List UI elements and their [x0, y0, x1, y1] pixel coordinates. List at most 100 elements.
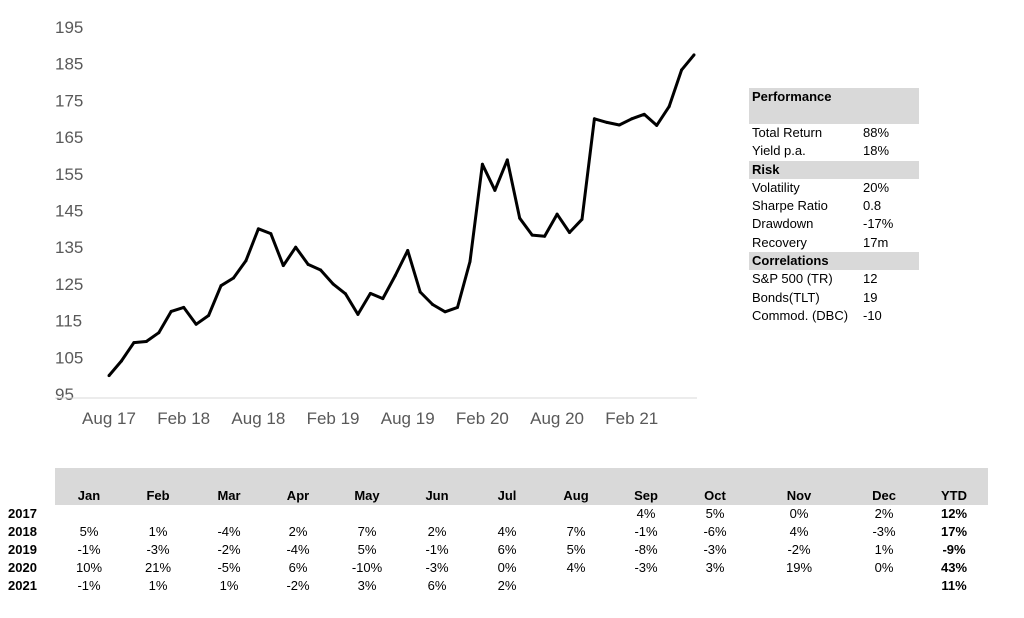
- month-cell: 1%: [874, 542, 894, 557]
- data-point: [642, 112, 646, 116]
- month-cell: 3%: [705, 560, 725, 575]
- data-point: [630, 117, 634, 121]
- month-cell: -3%: [146, 542, 170, 557]
- data-point: [119, 359, 123, 363]
- month-cell: -3%: [703, 542, 727, 557]
- month-header: Mar: [217, 488, 241, 503]
- stats-section-title: Risk: [749, 160, 919, 179]
- data-point: [568, 231, 572, 235]
- month-cell: 5%: [79, 524, 99, 539]
- stats-label: Recovery: [752, 234, 807, 250]
- data-point: [406, 249, 410, 253]
- stats-label: Total Return: [752, 125, 823, 140]
- data-point: [219, 284, 223, 288]
- stats-panel: Performance Total Return 88% Yield p.a. 18% R…: [749, 88, 919, 325]
- stats-label: Commod. (DBC): [752, 307, 849, 323]
- month-cell: 4%: [636, 506, 656, 521]
- month-header: YTD: [941, 488, 967, 503]
- month-header: Jan: [77, 488, 101, 503]
- data-point: [393, 273, 397, 277]
- data-point: [580, 217, 584, 221]
- x-tick-label: Aug 19: [381, 409, 435, 428]
- stats-value: 18%: [863, 143, 890, 159]
- stats-label: Yield p.a.: [752, 143, 806, 159]
- series-points: [107, 53, 696, 378]
- data-point: [182, 305, 186, 309]
- month-header: Dec: [872, 488, 896, 503]
- month-cell: 2%: [874, 506, 894, 521]
- data-point: [431, 302, 435, 306]
- month-cell: -3%: [425, 560, 449, 575]
- data-point: [655, 123, 659, 127]
- data-point: [306, 262, 310, 266]
- data-point: [555, 212, 559, 216]
- month-cell: -6%: [703, 524, 727, 539]
- y-tick-label: 175: [55, 91, 83, 110]
- data-point: [356, 312, 360, 316]
- year-label: 2017: [8, 506, 37, 521]
- month-header: Aug: [563, 488, 589, 503]
- stats-label: Bonds(TLT): [752, 289, 820, 305]
- month-cell: -2%: [286, 578, 310, 593]
- month-cell: 7%: [357, 524, 377, 539]
- month-header: May: [354, 488, 380, 503]
- month-header: Oct: [704, 488, 726, 503]
- month-cell: -8%: [634, 542, 658, 557]
- data-point: [281, 264, 285, 268]
- stats-value: 0.8: [863, 198, 882, 214]
- data-point: [667, 105, 671, 109]
- month-cell: 19%: [785, 560, 813, 575]
- data-point: [269, 232, 273, 236]
- stats-value: -10: [863, 307, 882, 323]
- stats-value: 19: [863, 289, 878, 305]
- month-header: Feb: [146, 488, 170, 503]
- month-cell: 7%: [566, 524, 586, 539]
- stats-row: Total Return 88%: [749, 124, 919, 142]
- x-tick-label: Feb 21: [605, 409, 658, 428]
- data-point: [194, 322, 198, 326]
- data-point: [480, 162, 484, 166]
- data-point: [331, 282, 335, 286]
- y-tick-label: 195: [55, 18, 83, 37]
- ytd-cell: 12%: [940, 506, 968, 521]
- month-cell: -1%: [77, 542, 101, 557]
- stats-label: S&P 500 (TR): [752, 271, 833, 287]
- data-point: [518, 216, 522, 220]
- month-header: Sep: [634, 488, 658, 503]
- stats-label: Drawdown: [752, 216, 814, 232]
- stats-section-title: Performance: [749, 88, 919, 124]
- data-point: [132, 341, 136, 345]
- month-cell: -4%: [286, 542, 310, 557]
- month-header: Jul: [497, 488, 517, 503]
- stats-value: -17%: [863, 216, 894, 232]
- month-cell: 10%: [75, 560, 103, 575]
- data-point: [543, 234, 547, 238]
- month-cell: 2%: [427, 524, 447, 539]
- data-point: [244, 259, 248, 263]
- stats-value: 17m: [863, 234, 889, 250]
- month-cell: -2%: [787, 542, 811, 557]
- y-tick-label: 155: [55, 165, 83, 184]
- data-point: [617, 123, 621, 127]
- month-cell: -5%: [217, 560, 241, 575]
- month-cell: 1%: [219, 578, 239, 593]
- month-header: Nov: [786, 488, 812, 503]
- data-point: [294, 245, 298, 249]
- stats-value: 88%: [863, 125, 890, 140]
- y-tick-label: 185: [55, 55, 83, 74]
- month-cell: 6%: [427, 578, 447, 593]
- data-point: [207, 313, 211, 317]
- data-point: [231, 276, 235, 280]
- year-label: 2018: [8, 524, 37, 539]
- data-point: [680, 68, 684, 72]
- y-axis-ticks: 95 105 115 125 135 145 155 165 175 185 195: [55, 18, 83, 404]
- stats-section-title: Correlations: [749, 252, 919, 271]
- data-point: [144, 340, 148, 344]
- stats-row: Yield p.a. 18%: [749, 142, 919, 160]
- stats-value: 20%: [863, 179, 890, 195]
- month-cell: 4%: [789, 524, 809, 539]
- ytd-cell: 43%: [940, 560, 968, 575]
- y-tick-label: 135: [55, 238, 83, 257]
- y-tick-label: 145: [55, 202, 83, 221]
- series-line: [107, 53, 696, 377]
